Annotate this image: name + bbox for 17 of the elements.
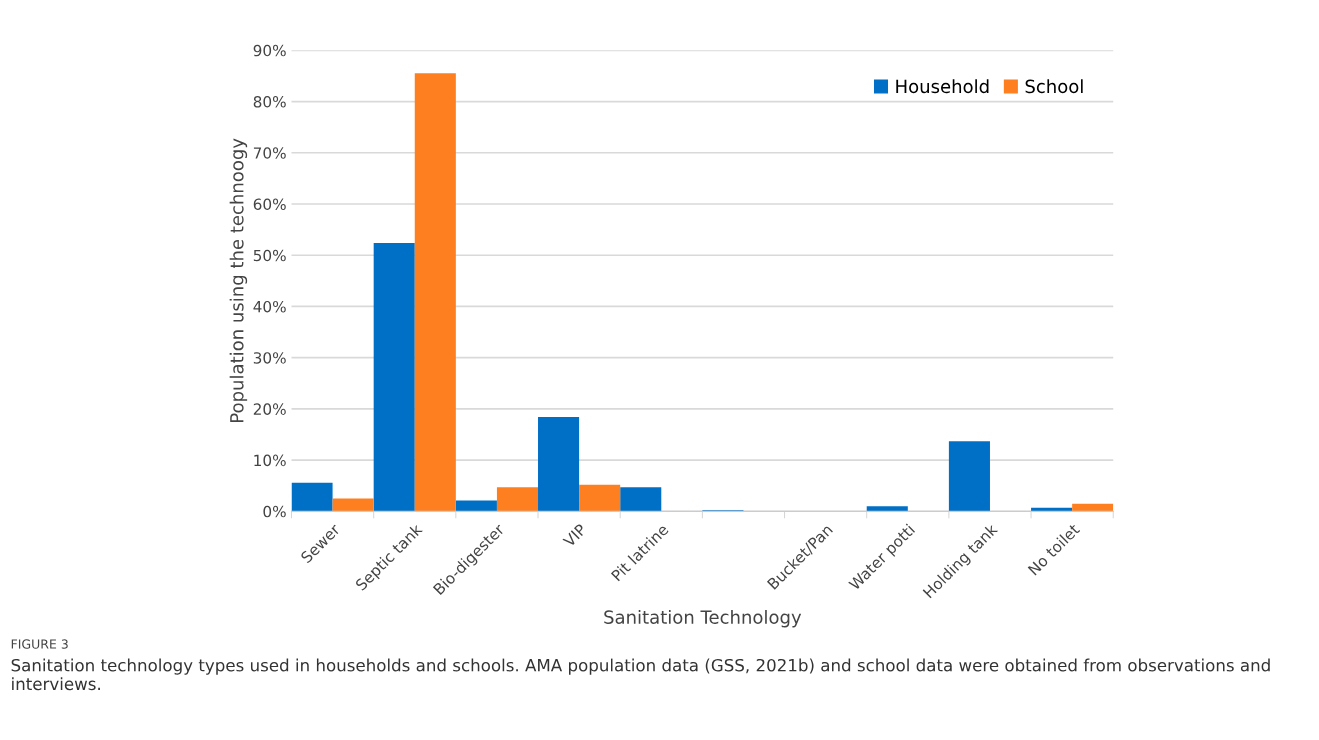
x-axis-title: Sanitation Technology	[604, 609, 802, 628]
y-tick-label: 60%	[253, 198, 286, 211]
y-tick-label: 90%	[253, 44, 286, 57]
y-tick-label: 80%	[253, 96, 286, 108]
x-tick-label: VIP	[562, 523, 587, 548]
y-tick-label: 40%	[253, 300, 286, 313]
y-tick-label: 30%	[253, 352, 286, 364]
y-tick-label: 50%	[253, 249, 286, 262]
legend-label: School	[1025, 79, 1083, 94]
legend-label: Household	[896, 79, 989, 94]
y-tick-label: 20%	[253, 403, 286, 415]
y-tick-label: 10%	[254, 454, 286, 467]
y-axis-title: Population using the technoogy	[229, 138, 248, 422]
y-tick-label: 70%	[253, 147, 286, 159]
caption: FIGURE 3	[11, 639, 68, 649]
y-tick-label: 0%	[263, 505, 286, 518]
text: Sanitation technology types used in households and schools. AMA population data (GSS, 2021b) and school data were obtained from observations and interviews.	[11, 658, 1270, 691]
